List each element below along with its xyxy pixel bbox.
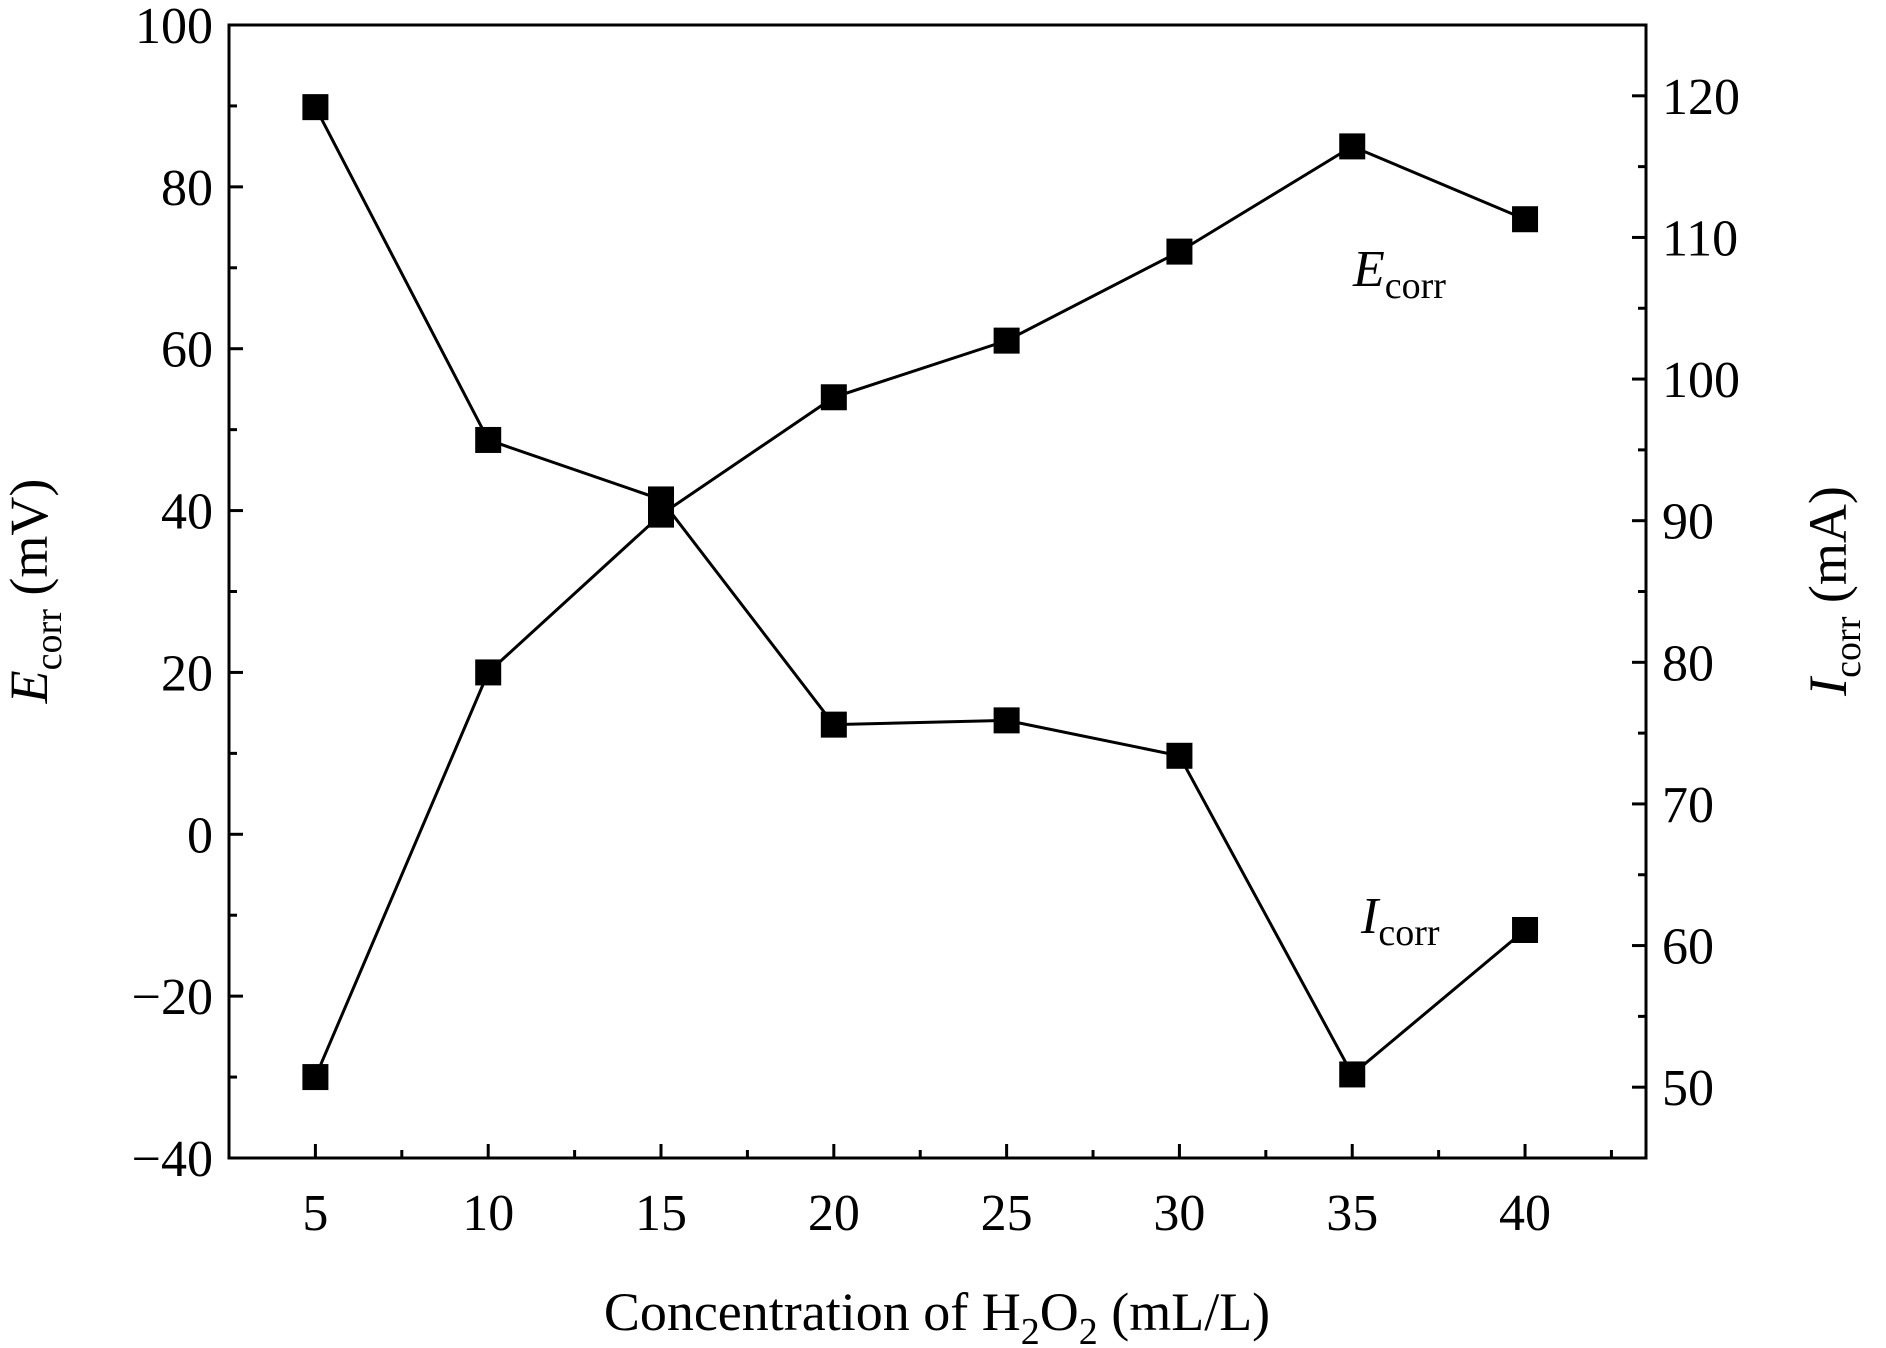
left-tick-label: 60 (161, 322, 213, 379)
data-point-icorr (302, 94, 329, 121)
right-tick-label: 120 (1662, 69, 1740, 126)
right-tick-label: 70 (1662, 777, 1714, 834)
right-tick-label: 110 (1662, 210, 1738, 267)
plot-frame (227, 23, 1648, 1160)
right-tick-label: 50 (1662, 1060, 1714, 1117)
series-label-ecorr: Ecorr (1352, 241, 1446, 307)
x-tick-label: 5 (302, 1185, 328, 1242)
x-axis-title: Concentration of H2O2 (mL/L) (604, 1282, 1270, 1348)
axis-ticks (227, 23, 1646, 1160)
data-point-icorr (1339, 1061, 1366, 1088)
left-tick-label: 20 (161, 645, 213, 702)
axis-tick-labels: 5 10 15 20 25 30 35 40 −40 −20 0 20 40 60 80 100 50 60 70 8… (132, 0, 1740, 1242)
data-point-icorr (1166, 742, 1193, 769)
series-label-icorr: Icorr (1360, 888, 1440, 954)
data-point-ecorr (993, 327, 1020, 354)
right-axis-title: Icorr (mA) (1798, 486, 1869, 697)
left-tick-label: 100 (135, 0, 213, 55)
series-line-ecorr (314, 144, 1526, 1078)
right-tick-label: 90 (1662, 494, 1714, 551)
data-point-ecorr (475, 659, 502, 686)
right-tick-label: 60 (1662, 919, 1714, 976)
data-point-icorr (993, 707, 1020, 734)
right-tick-label: 100 (1662, 352, 1740, 409)
left-tick-label: 40 (161, 484, 213, 541)
data-point-icorr (475, 426, 502, 453)
x-tick-label: 30 (1153, 1185, 1205, 1242)
data-point-ecorr (1512, 206, 1539, 233)
left-tick-label: −20 (132, 969, 213, 1026)
x-tick-label: 20 (808, 1185, 860, 1242)
x-tick-label: 15 (635, 1185, 687, 1242)
left-axis-title: Ecorr (mV) (0, 479, 70, 705)
x-tick-label: 10 (462, 1185, 514, 1242)
left-tick-label: −40 (132, 1131, 213, 1188)
x-tick-label: 35 (1326, 1185, 1378, 1242)
data-point-ecorr (1166, 238, 1193, 265)
data-point-ecorr (1339, 133, 1366, 160)
data-point-icorr (1512, 916, 1539, 943)
left-tick-label: 0 (187, 807, 213, 864)
data-point-icorr (820, 711, 847, 738)
data-point-icorr (648, 486, 675, 513)
data-point-ecorr (302, 1064, 329, 1091)
data-point-ecorr (820, 384, 847, 411)
x-tick-label: 25 (981, 1185, 1033, 1242)
right-tick-label: 80 (1662, 635, 1714, 692)
x-tick-label: 40 (1499, 1185, 1551, 1242)
series-line-icorr (314, 106, 1526, 1077)
left-tick-label: 80 (161, 160, 213, 217)
series-layer (302, 94, 1539, 1091)
